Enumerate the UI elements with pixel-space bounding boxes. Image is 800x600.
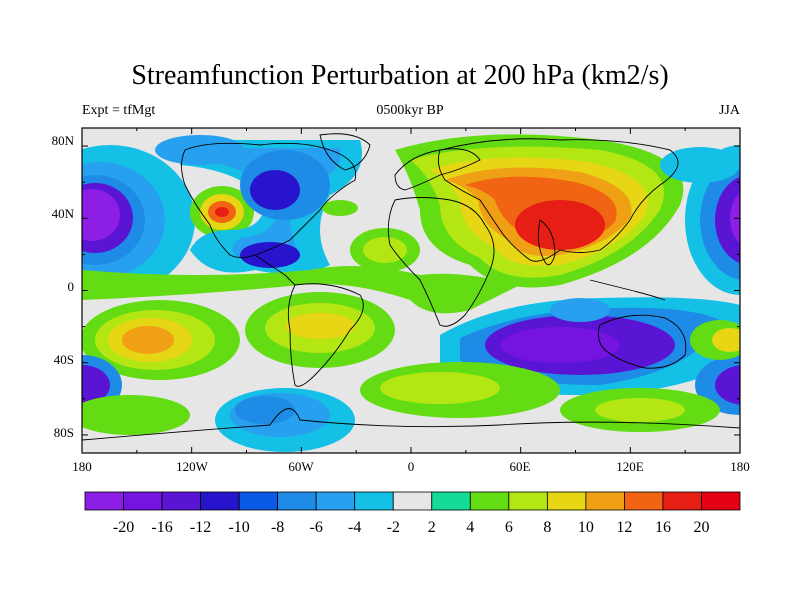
colorbar-label: -2 [387,519,400,536]
colorbar-label: 20 [693,519,709,536]
colorbar-label: -20 [113,519,134,536]
colorbar-label: 16 [655,519,671,536]
australia-coast [597,314,687,369]
colorbar-swatch [508,491,548,511]
lat-labels: 80N 40N 0 40S 80S [52,133,75,440]
africa-coast [387,197,495,327]
lat-tick-label: 40S [54,352,74,367]
lon-tick-label: 60W [288,459,314,474]
axis-ticks [81,128,741,453]
indonesia-coast [589,279,666,301]
time-label: 0500kyr BP [376,103,444,118]
greenland-coast [319,133,371,171]
antarctica-coast [82,408,740,441]
colorbar-swatch [546,491,587,511]
south-america-coast [287,283,364,387]
colorbar-label: -6 [310,519,323,536]
eurasia-high [395,134,684,288]
north-america-high [190,186,254,238]
lon-tick-label: 180 [72,459,92,474]
season-label: JJA [718,103,740,118]
lon-labels: 180 120W 60W 0 60E 120E 180 [72,459,750,474]
colorbar-swatch [123,491,163,511]
colorbar-label: -8 [271,519,284,536]
colorbar-label: 2 [428,519,436,536]
colorbar-label: -12 [190,519,211,536]
antarctic-low [215,388,355,452]
colorbar-swatch [315,491,356,511]
colorbar-label: -10 [228,519,249,536]
lon-tick-label: 120E [616,459,644,474]
india-coast [537,219,556,266]
lon-tick-label: 60E [510,459,531,474]
lon-tick-label: 180 [730,459,750,474]
north-pacific-lows [155,135,740,183]
chart-title: Streamfunction Perturbation at 200 hPa (… [131,60,669,91]
europe-coast [394,148,481,191]
south-pacific-high [82,300,240,380]
colorbar-label: -16 [151,519,172,536]
colorbar-swatch [238,491,279,511]
colorbar-swatch [200,491,240,511]
coastlines [82,133,740,441]
colorbar-swatch [624,491,664,511]
colorbar-swatch [662,491,702,511]
colorbar-label: 6 [505,519,513,536]
southern-ocean-high [82,362,720,435]
lon-tick-label: 120W [176,459,209,474]
asia-coast [437,138,679,262]
north-atlantic-low [180,140,362,274]
colorbar-swatch [354,491,394,511]
colorbar-swatch [277,491,317,511]
colorbar-label: -4 [348,519,361,536]
colorbar-swatch [392,491,433,511]
lat-tick-label: 0 [68,279,75,294]
colorbar-label: 8 [543,519,551,536]
lat-tick-label: 80N [52,133,75,148]
colorbar-label: 4 [466,519,474,536]
central-america-coast [254,254,296,286]
colorbar-swatch [469,491,510,511]
lat-tick-label: 80S [54,425,74,440]
field-bands [82,134,740,452]
colorbar-swatch [84,491,124,511]
colorbar-swatch [585,491,625,511]
colorbar-label: 12 [616,519,632,536]
contour-field [82,128,740,453]
central-pacific-low [82,145,195,295]
australia-low [440,297,740,395]
experiment-label: Expt = tfMgt [82,103,156,118]
north-america-coast [181,142,357,258]
colorbar: -20 -16 -12 -10 -8 -6 -4 -2 2 4 6 8 10 12 16 20 [84,491,741,536]
lat-tick-label: 40N [52,206,75,221]
south-america-high [245,292,395,368]
colorbar-swatch [161,491,201,511]
colorbar-label: 10 [578,519,594,536]
lon-tick-label: 0 [408,459,415,474]
colorbar-swatch [431,491,471,511]
colorbar-swatch [701,491,741,511]
